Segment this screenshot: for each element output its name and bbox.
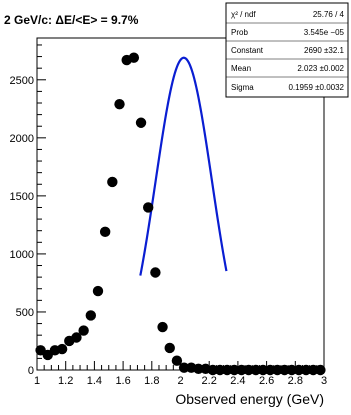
y-axis-ticks: 0 500 1000 1500 2000 2500 (10, 44, 46, 377)
data-point (229, 364, 240, 376)
data-point (236, 364, 247, 376)
data-point (214, 364, 226, 376)
x-tick-label: 2.2 (202, 375, 217, 387)
data-point (293, 364, 305, 376)
chart-title: 2 GeV/c: ΔE/<E> = 9.7% (4, 13, 139, 27)
y-tick-label: 2500 (10, 75, 34, 87)
data-point (150, 267, 161, 278)
stats-value-sigma: 0.1959 ±0.0032 (288, 83, 344, 92)
data-point (279, 364, 290, 376)
y-tick-label: 1500 (10, 191, 34, 203)
data-point (85, 310, 97, 321)
data-point (221, 364, 233, 376)
stats-label-prob: Prob (231, 28, 248, 37)
data-point (135, 117, 147, 128)
data-point (207, 364, 218, 376)
stats-label-chi2: χ² / ndf (231, 10, 256, 19)
data-point (157, 321, 168, 333)
data-point (300, 364, 312, 376)
data-point (114, 98, 125, 110)
data-points-layer (35, 52, 326, 376)
x-tick-label: 1.6 (115, 375, 130, 387)
gaussian-fit-line (139, 56, 228, 276)
x-tick-label: 2.8 (288, 375, 303, 387)
x-tick-label: 2.4 (230, 375, 245, 387)
x-tick-label: 1.8 (144, 375, 159, 387)
y-tick-label: 1000 (10, 249, 34, 261)
data-point (264, 364, 276, 376)
data-point (257, 364, 269, 376)
data-point (99, 226, 111, 238)
stats-label-sigma: Sigma (231, 83, 254, 92)
data-point (243, 364, 254, 376)
stats-value-constant: 2690 ±32.1 (304, 46, 345, 55)
data-point (193, 363, 204, 375)
y-tick-label: 500 (16, 307, 34, 319)
data-point (315, 364, 326, 376)
data-point (308, 364, 319, 376)
data-point (128, 52, 140, 63)
x-tick-label: 2 (177, 375, 183, 387)
x-tick-label: 2.6 (259, 375, 274, 387)
data-point (92, 285, 104, 297)
data-point (178, 362, 190, 373)
y-tick-label: 0 (28, 365, 34, 377)
data-point (171, 355, 183, 366)
data-point (107, 176, 118, 188)
y-tick-label: 2000 (10, 133, 34, 145)
x-tick-label: 3 (321, 375, 327, 387)
data-point (143, 202, 154, 213)
x-tick-label: 1 (34, 375, 40, 387)
stats-value-mean: 2.023 ±0.002 (297, 64, 344, 73)
x-axis-label: Observed energy (GeV) (175, 391, 324, 407)
stats-box: χ² / ndf 25.76 / 4 Prob 3.545e −05 Const… (225, 2, 349, 98)
x-tick-label: 1.4 (87, 375, 102, 387)
stats-label-mean: Mean (231, 64, 251, 73)
x-tick-label: 1.2 (58, 375, 73, 387)
data-point (164, 342, 175, 354)
fit-curve-layer (139, 56, 228, 276)
data-point (56, 343, 68, 355)
stats-value-chi2: 25.76 / 4 (313, 10, 345, 19)
data-point (286, 364, 297, 376)
data-point (272, 364, 283, 376)
data-point (71, 332, 82, 343)
stats-value-prob: 3.545e −05 (304, 28, 345, 37)
stats-label-constant: Constant (231, 46, 264, 55)
data-point (250, 364, 262, 376)
data-point (78, 325, 89, 336)
x-axis-ticks: 1 1.2 1.4 1.6 1.8 2 2.2 2.4 2.6 2.8 3 (34, 361, 327, 387)
